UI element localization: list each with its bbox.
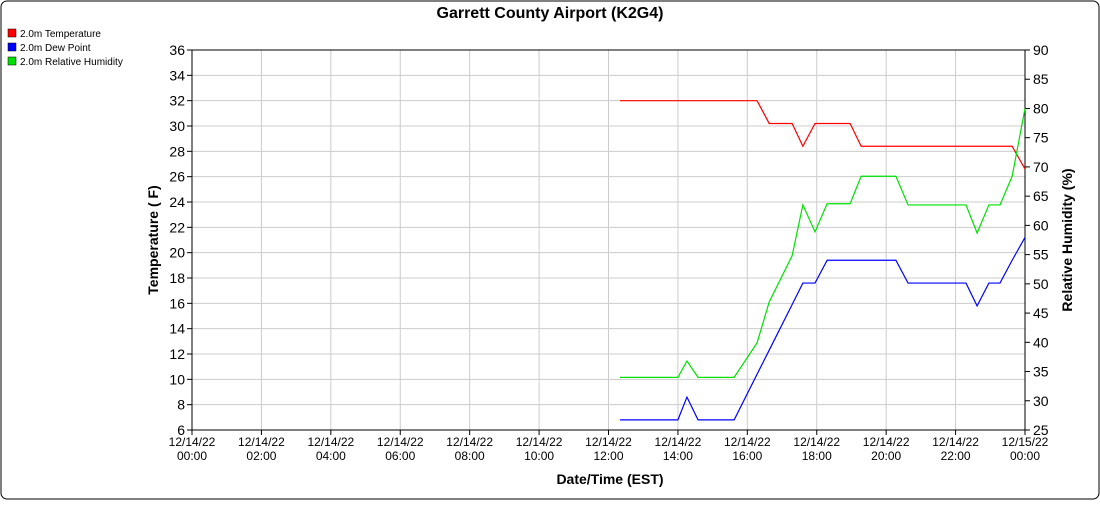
y-tick-label: 14 bbox=[169, 321, 185, 337]
series-line bbox=[619, 237, 1026, 421]
x-tick-label: 12/14/22 00:00 bbox=[169, 435, 216, 463]
y2-tick-label: 85 bbox=[1033, 71, 1049, 87]
y-tick-label: 24 bbox=[169, 194, 185, 210]
y2-tick-label: 70 bbox=[1033, 159, 1049, 175]
y-tick-label: 30 bbox=[169, 118, 185, 134]
series-line bbox=[619, 108, 1026, 378]
x-axis-title: Date/Time (EST) bbox=[556, 471, 663, 487]
y-tick-label: 36 bbox=[169, 42, 185, 58]
x-tick-label: 12/14/22 16:00 bbox=[724, 435, 771, 463]
y2-tick-label: 55 bbox=[1033, 247, 1049, 263]
x-tick-label: 12/14/22 14:00 bbox=[655, 435, 702, 463]
x-tick-label: 12/14/22 20:00 bbox=[863, 435, 910, 463]
y2-tick-label: 65 bbox=[1033, 188, 1049, 204]
x-tick-label: 12/14/22 10:00 bbox=[516, 435, 563, 463]
x-tick-label: 12/15/22 00:00 bbox=[1002, 435, 1049, 463]
y-tick-label: 28 bbox=[169, 143, 185, 159]
x-tick-label: 12/14/22 12:00 bbox=[585, 435, 632, 463]
y2-tick-label: 75 bbox=[1033, 130, 1049, 146]
y2-tick-label: 30 bbox=[1033, 393, 1049, 409]
y2-tick-label: 80 bbox=[1033, 100, 1049, 116]
y-tick-label: 34 bbox=[169, 67, 185, 83]
y2-tick-label: 25 bbox=[1033, 422, 1049, 438]
y-tick-label: 8 bbox=[177, 397, 185, 413]
chart-title: Garrett County Airport (K2G4) bbox=[437, 5, 664, 22]
y2-tick-label: 40 bbox=[1033, 334, 1049, 350]
y-tick-label: 22 bbox=[169, 219, 185, 235]
y2-tick-label: 35 bbox=[1033, 364, 1049, 380]
y-tick-label: 16 bbox=[169, 295, 185, 311]
x-tick-label: 12/14/22 02:00 bbox=[238, 435, 285, 463]
x-tick-label: 12/14/22 18:00 bbox=[793, 435, 840, 463]
y-tick-label: 32 bbox=[169, 93, 185, 109]
x-tick-label: 12/14/22 04:00 bbox=[307, 435, 354, 463]
x-tick-label: 12/14/22 06:00 bbox=[377, 435, 424, 463]
y2-tick-label: 90 bbox=[1033, 42, 1049, 58]
y-tick-label: 10 bbox=[169, 371, 185, 387]
y2-tick-label: 45 bbox=[1033, 305, 1049, 321]
y2-axis-title: Relative Humidity (%) bbox=[1059, 168, 1075, 311]
legend-label: 2.0m Temperature bbox=[20, 29, 101, 40]
y-tick-label: 18 bbox=[169, 270, 185, 286]
y-axis-title: Temperature ( F) bbox=[145, 185, 161, 294]
y-tick-label: 6 bbox=[177, 422, 185, 438]
legend-swatch bbox=[7, 56, 17, 66]
legend-label: 2.0m Relative Humidity bbox=[20, 57, 123, 68]
y-tick-label: 26 bbox=[169, 169, 185, 185]
y2-tick-label: 60 bbox=[1033, 217, 1049, 233]
legend-swatch bbox=[7, 42, 17, 52]
legend-label: 2.0m Dew Point bbox=[20, 43, 91, 54]
x-tick-label: 12/14/22 22:00 bbox=[932, 435, 979, 463]
legend-swatch bbox=[7, 28, 17, 38]
y-tick-label: 20 bbox=[169, 245, 185, 261]
y2-tick-label: 50 bbox=[1033, 276, 1049, 292]
x-tick-label: 12/14/22 08:00 bbox=[446, 435, 493, 463]
y-tick-label: 12 bbox=[169, 346, 185, 362]
series-line bbox=[619, 100, 1026, 170]
plot-border bbox=[191, 49, 1026, 431]
